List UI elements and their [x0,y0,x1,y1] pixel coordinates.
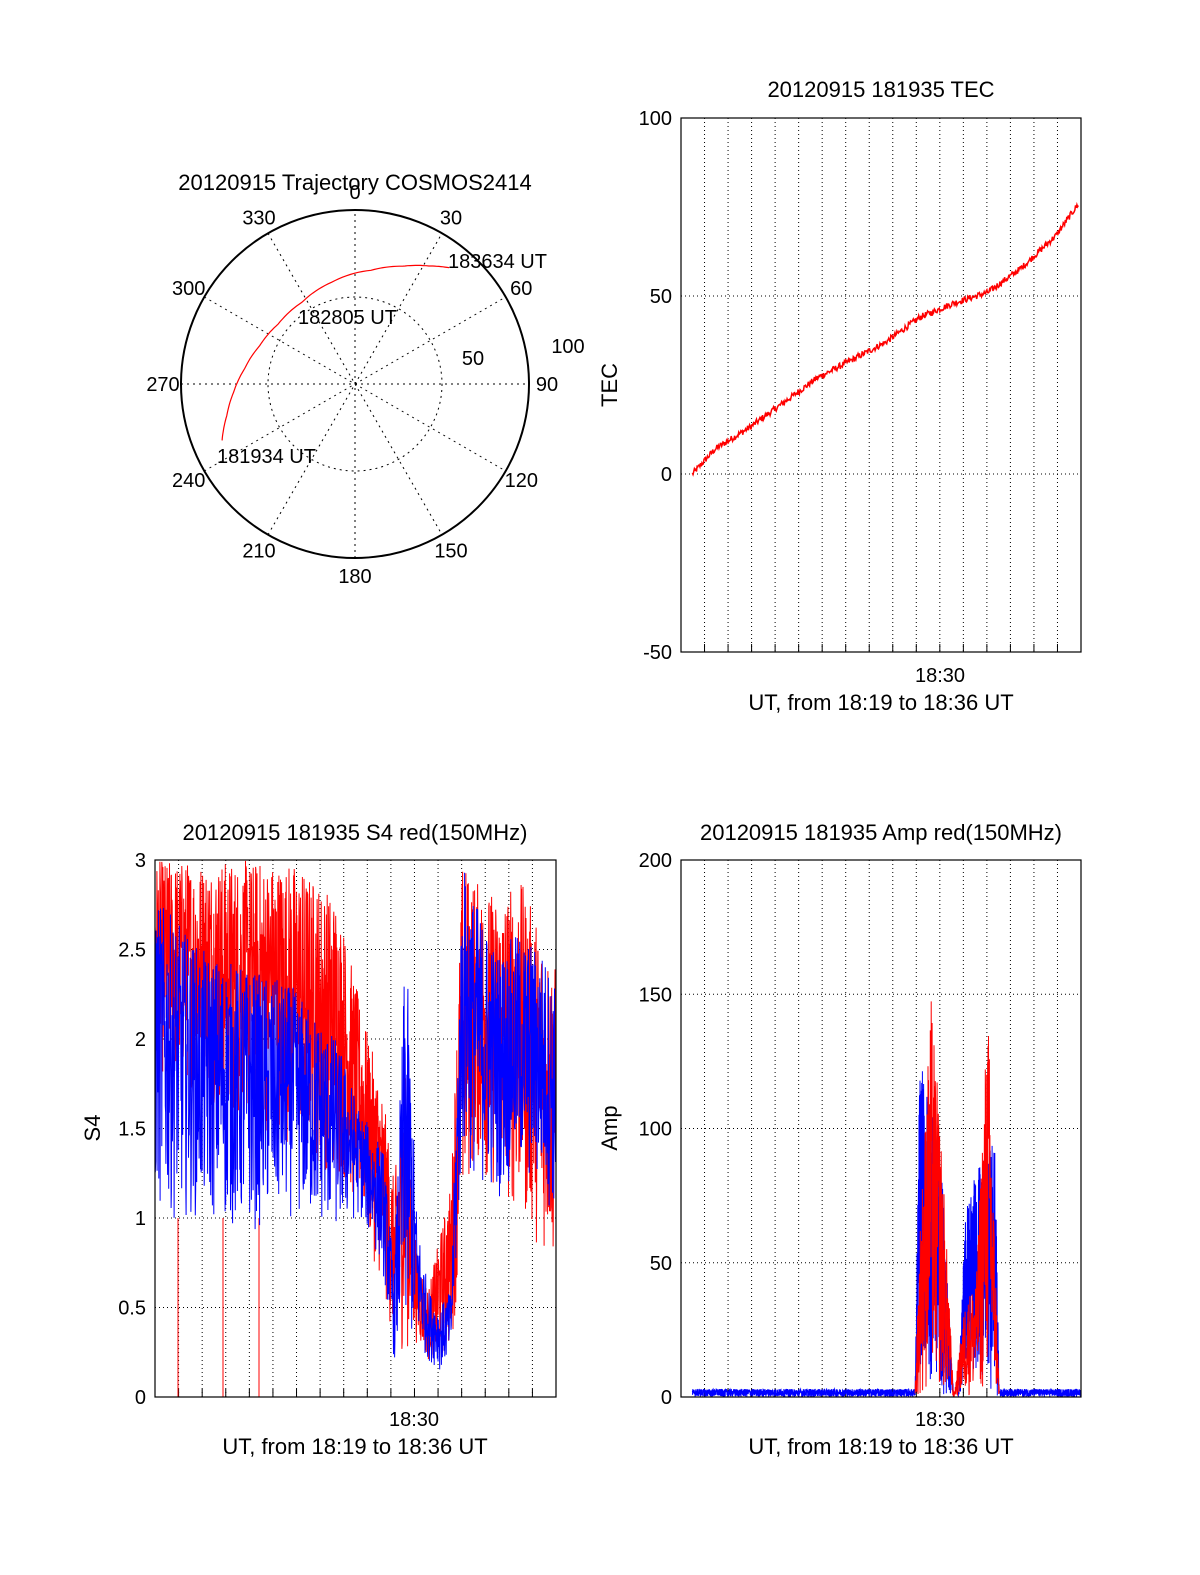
azimuth-label-240: 240 [172,470,205,492]
amp-title: 20120915 181935 Amp red(150MHz) [700,820,1062,845]
s4-ytick-label: 0 [135,1387,146,1409]
s4-ytick-label: 1 [135,1208,146,1230]
amp-red-series [914,1001,1000,1398]
s4-title: 20120915 181935 S4 red(150MHz) [183,820,528,845]
s4-xtick: 18:30 [389,1409,439,1431]
tec-frame [680,117,1082,653]
amp-red-line [914,1001,1000,1398]
annotation-mid: 182805 UT [298,307,397,329]
polar-azimuth-labels: 0 30 60 90 120 150 180 210 240 270 300 330 [146,182,558,588]
amp-yticks: 200 150 100 50 0 [639,850,672,1409]
s4-xlabel: UT, from 18:19 to 18:36 UT [222,1434,487,1459]
tec-grid [681,118,1081,652]
s4-blue-line [154,872,557,1370]
amp-xtick: 18:30 [915,1409,965,1431]
s4-blue-series [154,872,557,1370]
s4-ylabel: S4 [80,1115,105,1142]
polar-ring-50 [267,296,443,472]
tec-xtick: 18:30 [915,665,965,687]
amp-ytick-label: 50 [650,1253,672,1275]
amp-ylabel: Amp [597,1105,622,1150]
s4-yticks: 3 2.5 2 1.5 1 0.5 0 [118,850,146,1409]
tec-ytick-50: 50 [650,286,672,308]
elevation-label-50: 50 [462,348,484,370]
tec-xlabel: UT, from 18:19 to 18:36 UT [748,690,1013,715]
amp-ytick-label: 200 [639,850,672,872]
polar-panel: 20120915 Trajectory COSMOS2414 0 30 60 90 12… [146,170,584,588]
polar-title: 20120915 Trajectory COSMOS2414 [178,170,531,195]
azimuth-label-150: 150 [434,540,467,562]
polar-grid [181,210,529,558]
s4-ytick-label: 0.5 [118,1298,146,1320]
amp-frame [680,859,1082,1398]
azimuth-label-330: 330 [242,208,275,230]
azimuth-label-120: 120 [505,470,538,492]
amp-blue-line [691,1071,1082,1398]
s4-ytick-label: 3 [135,850,146,872]
amp-grid [681,860,1081,1397]
tec-series-line [691,201,1079,477]
azimuth-label-210: 210 [242,540,275,562]
amp-ytick-label: 100 [639,1119,672,1141]
annotation-start: 181934 UT [217,446,316,468]
tec-ytick-100: 100 [639,108,672,130]
azimuth-label-270: 270 [146,374,179,396]
polar-spoke-150 [267,233,443,535]
s4-red-line [154,860,557,1360]
azimuth-label-30: 30 [440,208,462,230]
s4-ytick-label: 2.5 [118,940,146,962]
tec-ytick-neg50: -50 [643,642,672,664]
annotation-end: 183634 UT [448,251,547,273]
tec-title: 20120915 181935 TEC [767,77,994,102]
amp-ytick-label: 0 [661,1387,672,1409]
trajectory-line [221,264,450,441]
s4-panel: 20120915 181935 S4 red(150MHz) 3 2.5 2 1.5 1… [80,820,557,1459]
azimuth-label-90: 90 [536,374,558,396]
tec-panel: 20120915 181935 TEC 100 50 0 -50 18:30 U… [597,77,1082,715]
s4-frame [154,859,557,1398]
azimuth-label-0: 0 [349,182,360,204]
amp-ytick-label: 150 [639,984,672,1006]
s4-ytick-label: 1.5 [118,1119,146,1141]
amp-blue-series [691,1071,1082,1398]
amp-xlabel: UT, from 18:19 to 18:36 UT [748,1434,1013,1459]
azimuth-label-180: 180 [338,566,371,588]
s4-red-series [154,860,557,1397]
polar-outer-circle [180,209,530,559]
azimuth-label-300: 300 [172,278,205,300]
elevation-label-100: 100 [551,336,584,358]
tec-ytick-0: 0 [661,464,672,486]
azimuth-label-60: 60 [510,278,532,300]
tec-ylabel: TEC [597,363,622,407]
s4-ytick-label: 2 [135,1029,146,1051]
amp-panel: 20120915 181935 Amp red(150MHz) 200 150 10… [597,820,1082,1459]
